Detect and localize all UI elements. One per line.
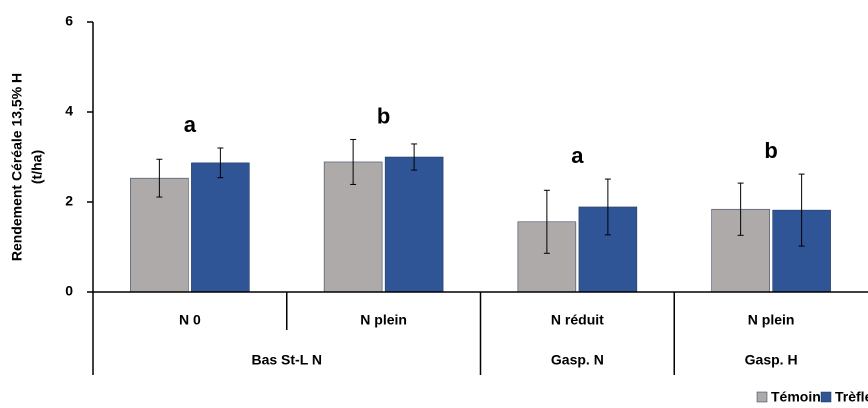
bar [191,162,250,293]
error-bar [156,158,163,198]
error-bar [737,182,744,236]
x-tick-label: N réduit [551,312,604,328]
bar [384,156,444,293]
annotation: a [184,112,197,137]
y-tick-label: 0 [65,283,73,299]
error-bar [798,173,805,247]
x-group-label: Gasp. N [551,352,604,368]
error-bar [543,189,550,254]
error-bar [411,143,418,171]
legend-swatch [756,391,768,403]
annotation: a [571,143,584,168]
y-axis-title: Rendement Céréale 13,5% H [9,73,25,261]
x-group-label: Gasp. H [745,352,798,368]
error-bar [604,178,611,236]
x-tick-label: N plein [748,312,795,328]
x-group-label: Bas St-L N [251,352,322,368]
x-tick-label: N plein [360,312,407,328]
annotation: b [764,138,777,163]
x-tick-label: N 0 [179,312,201,328]
y-tick-label: 2 [65,193,73,209]
legend-label: Témoin [771,389,821,405]
legend-label: Trèfle [835,389,868,405]
y-tick-label: 6 [65,13,73,29]
y-tick-label: 4 [65,103,73,119]
error-bar [350,138,357,185]
legend-swatch [820,391,832,403]
y-axis-title: (t/ha) [29,150,45,184]
annotation: b [377,103,390,128]
error-bar [217,147,224,179]
